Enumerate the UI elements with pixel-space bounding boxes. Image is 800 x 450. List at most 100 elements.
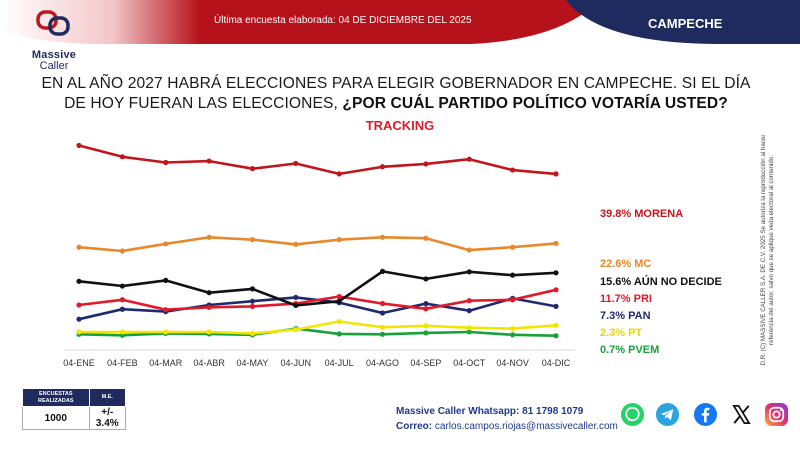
whatsapp-icon[interactable]	[620, 402, 645, 427]
data-point	[379, 331, 386, 337]
x-tick-label: 04-JUN	[281, 358, 312, 368]
data-point	[553, 240, 559, 247]
data-point	[510, 272, 516, 278]
data-point	[249, 286, 256, 292]
x-tick-label: 04-NOV	[496, 358, 529, 368]
data-point	[510, 297, 516, 303]
data-point	[423, 306, 429, 312]
question-line-1: EN AL AÑO 2027 HABRÁ ELECCIONES PARA ELE…	[41, 75, 751, 92]
legend-item-pt: 2.3% PT	[600, 327, 643, 339]
data-point	[206, 304, 212, 310]
copyright-note: D.R. (C) MASSIVE CALLER S.A. DE C.V. 202…	[760, 134, 775, 366]
contact-email-label: Correo:	[396, 421, 435, 432]
data-point	[466, 269, 472, 275]
data-point	[553, 333, 559, 339]
x-icon[interactable]	[729, 402, 754, 427]
data-point	[336, 237, 342, 243]
data-point	[76, 244, 82, 250]
data-point	[293, 326, 299, 333]
data-point	[249, 166, 256, 172]
data-point	[249, 237, 256, 243]
data-point	[163, 159, 169, 166]
chart-subtitle: TRACKING	[365, 118, 435, 133]
data-point	[553, 303, 559, 309]
stats-header-surveys: ENCUESTAS REALIZADAS	[22, 388, 90, 407]
state-label: CAMPECHE	[648, 16, 723, 31]
data-point	[119, 306, 125, 312]
data-point	[336, 331, 342, 337]
brand-logo-icon	[36, 10, 70, 36]
series-line-mc	[78, 236, 557, 253]
stats-margin-value: +/- 3.4%	[88, 406, 127, 430]
contact-whatsapp[interactable]: Massive Caller Whatsapp: 81 1798 1079	[396, 406, 584, 417]
data-point	[336, 318, 342, 325]
data-point	[119, 297, 125, 303]
facebook-icon[interactable]	[693, 402, 718, 427]
data-point	[336, 298, 342, 304]
series-line-pt	[79, 320, 557, 335]
data-point	[163, 329, 169, 335]
data-point	[293, 294, 299, 301]
data-point	[249, 303, 256, 309]
data-point	[379, 234, 386, 240]
data-point	[553, 270, 559, 276]
data-point	[510, 326, 516, 332]
question-highlight: ¿POR CUÁL PARTIDO POLÍTICO VOTARÍA USTED…	[342, 95, 728, 112]
data-point	[423, 276, 429, 282]
last-survey-date: Última encuesta elaborada: 04 DE DICIEMB…	[214, 15, 472, 26]
data-point	[206, 290, 212, 296]
x-tick-label: 04-DIC	[542, 358, 571, 368]
brand-logo: Massive Caller	[14, 6, 94, 76]
x-tick-label: 04-MAR	[149, 358, 183, 368]
stats-header-margin: M.E.	[88, 388, 127, 407]
contact-email-row: Correo: carlos.campos.riojas@massivecall…	[396, 419, 618, 434]
data-point	[466, 308, 472, 314]
data-point	[379, 164, 386, 170]
data-point	[119, 154, 125, 160]
data-point	[76, 278, 82, 284]
data-point	[206, 234, 212, 240]
data-point	[423, 330, 429, 336]
data-point	[466, 298, 472, 304]
x-tick-label: 04-AGO	[366, 358, 399, 368]
series-line-morena	[78, 144, 557, 176]
data-point	[293, 160, 299, 167]
legend-item-mc: 22.6% MC	[600, 258, 652, 270]
data-point	[423, 235, 429, 241]
data-point	[119, 283, 125, 289]
data-point	[553, 322, 559, 328]
brand-name-1: Massive	[31, 49, 77, 61]
x-tick-label: 04-ABR	[193, 358, 225, 368]
contact-email[interactable]: carlos.campos.riojas@massivecaller.com	[434, 421, 618, 432]
data-point	[466, 156, 472, 162]
data-point	[336, 171, 342, 177]
data-point	[76, 302, 82, 308]
data-point	[510, 244, 516, 250]
survey-question: EN AL AÑO 2027 HABRÁ ELECCIONES PARA ELE…	[26, 74, 766, 114]
data-point	[206, 329, 212, 335]
legend-item-aún-no-decide: 15.6% AÚN NO DECIDE	[600, 276, 722, 288]
data-point	[293, 241, 299, 247]
contact-info: Massive Caller Whatsapp: 81 1798 1079 Co…	[396, 404, 618, 434]
telegram-icon[interactable]	[655, 402, 680, 427]
data-point	[76, 329, 82, 335]
series-line-pvem	[78, 327, 557, 337]
x-tick-label: 04-FEB	[107, 358, 138, 368]
data-point	[293, 302, 299, 309]
data-point	[423, 323, 429, 329]
data-point	[119, 329, 125, 335]
legend-item-morena: 39.8% MORENA	[600, 208, 684, 220]
data-point	[466, 325, 472, 331]
data-point	[249, 298, 256, 304]
data-point	[163, 307, 169, 313]
data-point	[379, 300, 386, 307]
data-point	[423, 300, 429, 307]
instagram-icon[interactable]	[764, 402, 789, 427]
header-band	[0, 0, 800, 44]
data-point	[163, 277, 169, 283]
stats-surveys-value: 1000	[22, 406, 90, 430]
data-point	[163, 241, 169, 247]
legend-item-pri: 11.7% PRI	[600, 293, 652, 305]
data-point	[379, 310, 386, 316]
